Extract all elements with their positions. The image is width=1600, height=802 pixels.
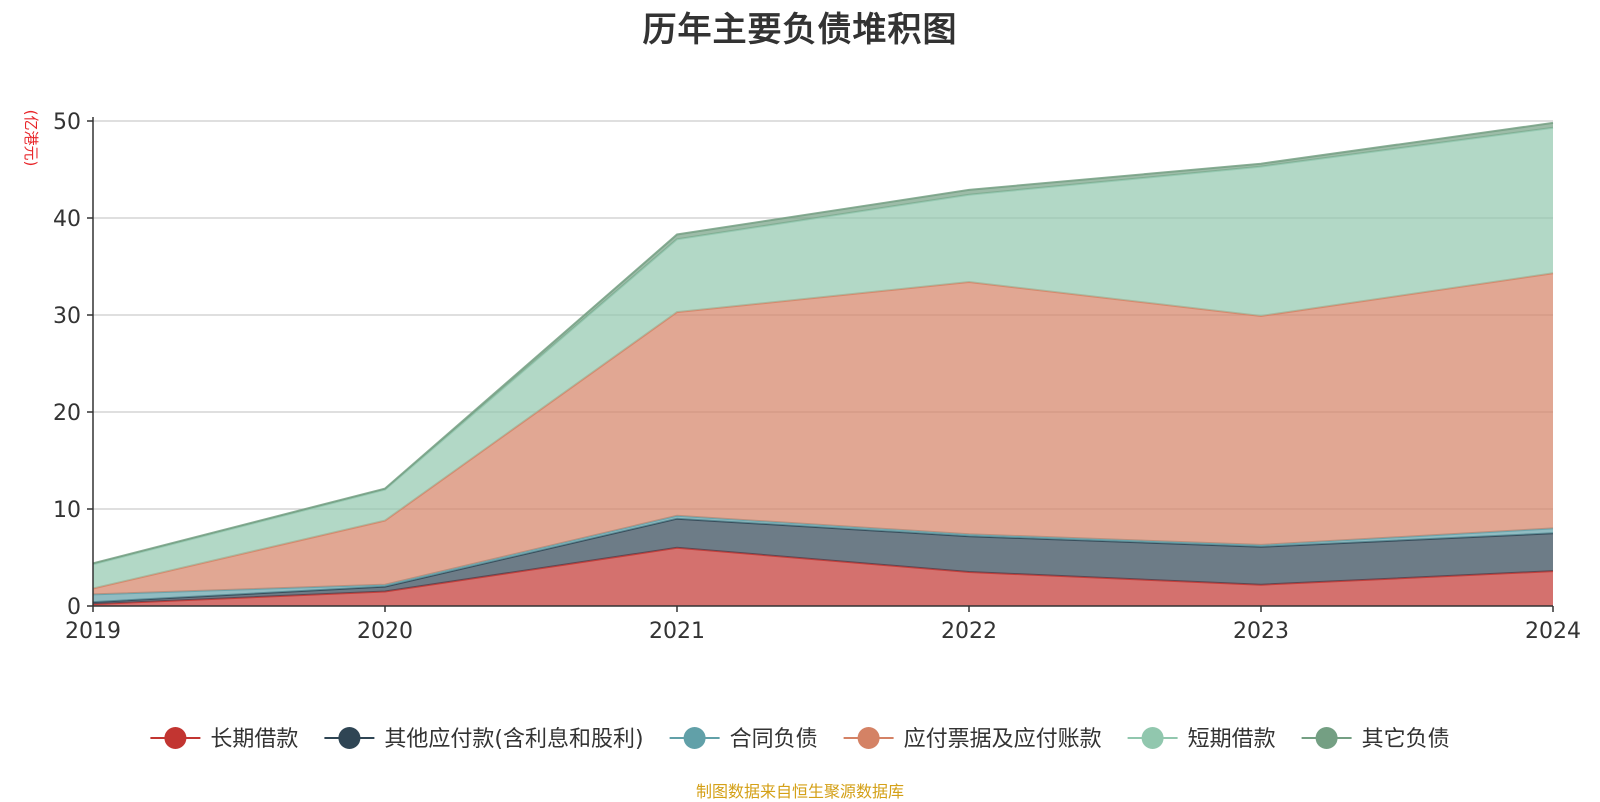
x-tick-label: 2019 — [65, 619, 121, 644]
x-tick-label: 2024 — [1525, 619, 1581, 644]
x-tick-label: 2021 — [649, 619, 705, 644]
legend-item-1[interactable]: 长期借款 — [150, 727, 298, 752]
legend-marker-icon — [683, 727, 706, 749]
legend-item-4[interactable]: 应付票据及应付账款 — [843, 727, 1102, 752]
area-series-2 — [93, 518, 1553, 605]
legend-label: 短期借款 — [1188, 727, 1276, 752]
y-tick-label: 40 — [53, 207, 81, 232]
legend: 长期借款 其他应付款(含利息和股利) 合同负债 应付票据及应付账款 短期借款 其它负债 — [150, 727, 1450, 752]
chart-title: 历年主要负债堆积图 — [642, 10, 958, 50]
x-tick-label: 2023 — [1233, 619, 1289, 644]
legend-item-5[interactable]: 短期借款 — [1127, 727, 1276, 752]
x-tick-label: 2022 — [941, 619, 997, 644]
source-note: 制图数据来自恒生聚源数据库 — [695, 782, 904, 801]
legend-label: 应付票据及应付账款 — [904, 727, 1102, 752]
legend-marker-icon — [1315, 727, 1338, 749]
legend-label: 合同负债 — [730, 727, 818, 752]
legend-label: 长期借款 — [210, 727, 298, 752]
legend-label: 其它负债 — [1362, 727, 1450, 752]
area-series — [92, 121, 1554, 606]
area-series-3 — [93, 515, 1553, 603]
legend-marker-icon — [338, 727, 361, 749]
y-tick-label: 0 — [67, 595, 81, 620]
y-tick-label: 30 — [53, 304, 81, 329]
legend-marker-icon — [1141, 727, 1164, 749]
legend-item-2[interactable]: 其他应付款(含利息和股利) — [324, 727, 644, 752]
y-axis-unit-label: (亿港元) — [22, 110, 40, 167]
legend-item-3[interactable]: 合同负债 — [669, 727, 818, 752]
x-tick-label: 2020 — [357, 619, 413, 644]
area-series-1 — [93, 547, 1553, 606]
legend-marker-icon — [164, 727, 187, 749]
legend-marker-icon — [857, 727, 880, 749]
axes: 0 10 20 30 40 50 2019 2020 2021 2022 2023 2024 — [53, 110, 1581, 644]
y-tick-label: 20 — [53, 401, 81, 426]
y-tick-label: 50 — [53, 110, 81, 135]
series-line-6 — [92, 121, 1554, 565]
area-series-5 — [93, 127, 1553, 589]
legend-label: 其他应付款(含利息和股利) — [384, 727, 643, 752]
legend-item-6[interactable]: 其它负债 — [1301, 727, 1450, 752]
y-tick-label: 10 — [53, 498, 81, 523]
area-series-4 — [93, 273, 1553, 595]
